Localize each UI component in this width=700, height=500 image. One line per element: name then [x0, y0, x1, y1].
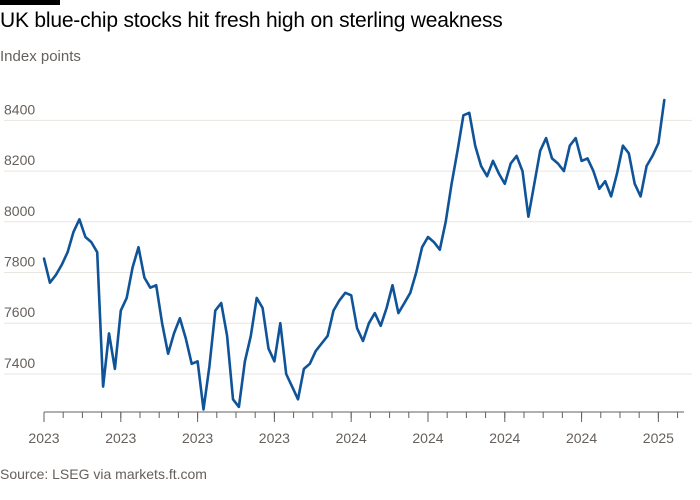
- chart-title: UK blue-chip stocks hit fresh high on st…: [0, 9, 503, 32]
- x-tick-label: 2023: [182, 430, 213, 446]
- chart-subtitle: Index points: [0, 48, 81, 65]
- x-tick-label: 2025: [643, 430, 674, 446]
- y-tick-label: 7800: [4, 254, 35, 270]
- x-tick-label: 2024: [566, 430, 597, 446]
- series-layer: [42, 98, 666, 411]
- x-tick-label: 2024: [489, 430, 520, 446]
- gridlines: [4, 119, 692, 375]
- y-tick-label: 8400: [4, 101, 35, 117]
- y-tick-label: 7400: [4, 355, 35, 371]
- series-line-0: [42, 98, 666, 411]
- x-tick-label: 2024: [412, 430, 443, 446]
- y-tick-label: 7600: [4, 304, 35, 320]
- x-axis: 2023 2023 2023 2023 2024 2024 2024 2024 2025: [28, 411, 684, 446]
- source-note: Source: LSEG via markets.ft.com: [0, 466, 207, 482]
- y-tick-label: 8200: [4, 152, 35, 168]
- x-tick-label: 2023: [28, 430, 59, 446]
- top-rule: [0, 0, 60, 5]
- y-axis-labels: 7400 7600 7800 8000 8200 8400: [4, 101, 35, 371]
- x-tick-label: 2024: [336, 430, 367, 446]
- y-tick-label: 8000: [4, 203, 35, 219]
- x-tick-label: 2023: [259, 430, 290, 446]
- x-tick-label: 2023: [105, 430, 136, 446]
